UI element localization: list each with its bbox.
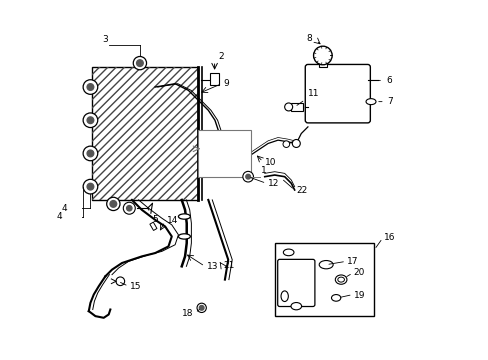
Text: 21: 21 xyxy=(223,261,234,270)
Circle shape xyxy=(284,103,292,111)
Ellipse shape xyxy=(366,99,375,105)
Circle shape xyxy=(197,303,206,312)
Text: 7: 7 xyxy=(378,97,392,106)
FancyBboxPatch shape xyxy=(277,259,314,306)
Circle shape xyxy=(87,183,94,190)
Circle shape xyxy=(83,80,98,94)
Text: 4: 4 xyxy=(57,212,62,221)
Circle shape xyxy=(199,306,203,310)
Text: 10: 10 xyxy=(264,158,276,167)
Text: 1: 1 xyxy=(260,166,266,175)
Bar xyxy=(209,73,219,85)
Circle shape xyxy=(87,117,94,123)
Circle shape xyxy=(83,146,98,161)
Bar xyxy=(198,130,251,177)
FancyBboxPatch shape xyxy=(305,64,369,123)
Text: 5: 5 xyxy=(147,208,158,224)
Text: 22: 22 xyxy=(296,186,307,195)
Circle shape xyxy=(292,139,300,148)
Text: 4: 4 xyxy=(61,204,67,213)
Ellipse shape xyxy=(337,277,344,282)
Circle shape xyxy=(106,197,120,211)
Bar xyxy=(149,222,157,230)
Circle shape xyxy=(87,84,94,90)
Ellipse shape xyxy=(178,234,190,239)
Text: 19: 19 xyxy=(353,291,365,300)
Circle shape xyxy=(116,277,124,285)
Circle shape xyxy=(83,179,98,194)
Text: 14: 14 xyxy=(166,216,178,225)
Ellipse shape xyxy=(283,249,293,256)
Bar xyxy=(274,243,374,316)
Ellipse shape xyxy=(319,261,332,269)
Text: 3: 3 xyxy=(102,35,107,44)
Ellipse shape xyxy=(178,214,190,219)
Text: 16: 16 xyxy=(383,233,394,242)
Text: 15: 15 xyxy=(130,282,142,291)
Circle shape xyxy=(110,201,117,207)
Text: 2: 2 xyxy=(218,51,223,60)
Text: 20: 20 xyxy=(353,269,365,278)
Circle shape xyxy=(136,60,143,67)
Circle shape xyxy=(126,206,132,211)
Circle shape xyxy=(87,150,94,157)
Bar xyxy=(318,60,326,67)
Bar xyxy=(92,67,198,200)
Ellipse shape xyxy=(331,294,340,301)
Ellipse shape xyxy=(335,275,346,284)
Circle shape xyxy=(313,46,331,65)
Bar xyxy=(291,103,303,111)
Ellipse shape xyxy=(281,291,288,302)
Bar xyxy=(92,67,198,200)
Circle shape xyxy=(243,171,253,182)
Text: 13: 13 xyxy=(206,262,218,271)
Text: 18: 18 xyxy=(182,309,193,318)
Text: 11: 11 xyxy=(296,89,319,105)
Text: 12: 12 xyxy=(267,180,279,189)
Text: 17: 17 xyxy=(346,257,358,266)
Circle shape xyxy=(245,174,250,179)
Circle shape xyxy=(123,202,135,214)
Circle shape xyxy=(133,57,146,70)
Circle shape xyxy=(83,113,98,127)
Text: 9: 9 xyxy=(223,79,228,88)
Ellipse shape xyxy=(290,302,301,310)
Text: 6: 6 xyxy=(370,76,391,85)
Text: 8: 8 xyxy=(305,34,311,43)
Circle shape xyxy=(283,141,289,148)
